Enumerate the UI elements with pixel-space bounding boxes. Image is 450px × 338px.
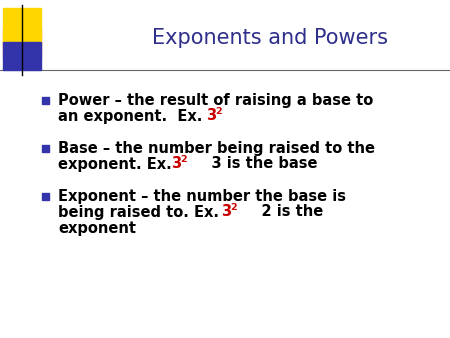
Text: an exponent.  Ex.: an exponent. Ex. xyxy=(58,108,207,123)
Text: 2 is the: 2 is the xyxy=(241,204,323,219)
Bar xyxy=(42,145,49,152)
Bar xyxy=(3,42,41,70)
Text: 3 is the base: 3 is the base xyxy=(191,156,318,171)
Text: exponent. Ex.: exponent. Ex. xyxy=(58,156,177,171)
Text: 3: 3 xyxy=(206,108,216,123)
Text: 3: 3 xyxy=(171,156,181,171)
Text: 3: 3 xyxy=(221,204,231,219)
Text: exponent: exponent xyxy=(58,220,136,236)
Text: 2: 2 xyxy=(230,202,237,212)
Text: Exponents and Powers: Exponents and Powers xyxy=(152,28,388,48)
Text: 2: 2 xyxy=(180,154,187,164)
Bar xyxy=(3,28,41,58)
Text: Base – the number being raised to the: Base – the number being raised to the xyxy=(58,141,375,155)
Bar xyxy=(3,8,41,46)
Text: 2: 2 xyxy=(215,106,221,116)
Text: Exponent – the number the base is: Exponent – the number the base is xyxy=(58,189,346,203)
Text: being raised to. Ex.: being raised to. Ex. xyxy=(58,204,224,219)
Text: Power – the result of raising a base to: Power – the result of raising a base to xyxy=(58,93,373,107)
Bar xyxy=(42,193,49,200)
Bar xyxy=(42,97,49,104)
